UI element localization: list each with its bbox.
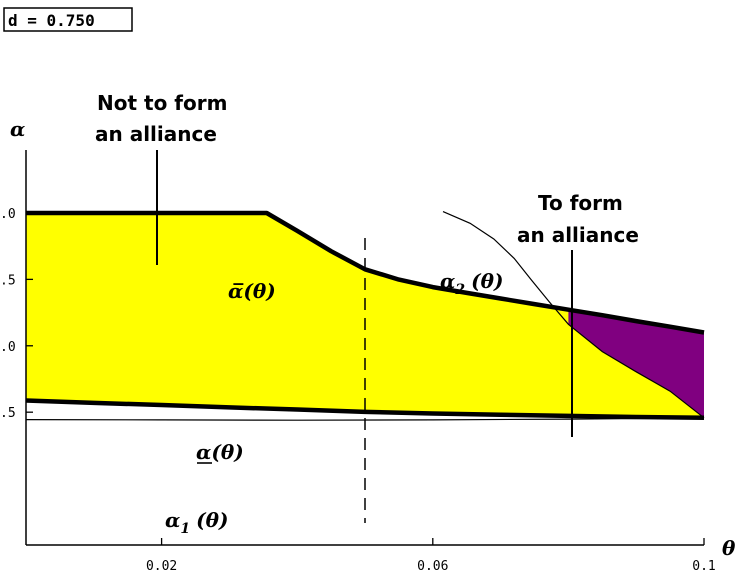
alpha-1-label: α1 (θ) — [165, 508, 228, 537]
y-tick-label: .5 — [0, 406, 16, 421]
alpha-1-curve — [25, 417, 705, 421]
y-tick-label: .0 — [0, 340, 16, 355]
x-axis-label: θ — [722, 536, 736, 560]
alpha-bar-curve — [26, 210, 705, 335]
x-tick-label: 0.06 — [417, 559, 448, 574]
alpha-bar-label: α̅(θ) — [228, 279, 276, 303]
alpha-2-label-arg: (θ) — [471, 269, 503, 293]
x-tick-label: 0.02 — [146, 559, 177, 574]
alpha-under-label: α(θ) — [196, 440, 244, 464]
not-form-annotation-line2: an alliance — [95, 122, 217, 146]
form-annotation-line1: To form — [538, 191, 623, 215]
alpha-2-label-base: α — [440, 269, 455, 293]
not-form-region — [26, 213, 704, 418]
alpha-2-label: α2 (θ) — [440, 269, 503, 298]
alpha-2-label-sub: 2 — [454, 282, 465, 298]
x-tick-label: 0.1 — [692, 559, 715, 574]
param-box — [3, 7, 133, 32]
y-tick-label: .0 — [0, 207, 16, 222]
alpha-1-label-base: α — [165, 508, 180, 532]
param-label: d = 0.750 — [8, 11, 95, 30]
alpha-1-label-sub: 1 — [180, 521, 190, 537]
y-tick-label: .5 — [0, 273, 16, 288]
form-annotation-line2: an alliance — [517, 223, 639, 247]
alpha-under-curve — [25, 398, 705, 421]
alpha-2-curve — [442, 211, 705, 419]
axis-ticks: 0.02 0.06 0.1 .5 .0 .5 .0 — [0, 207, 716, 574]
not-form-annotation-line1: Not to form — [97, 91, 227, 115]
alpha-1-label-arg: (θ) — [196, 508, 228, 532]
y-axis-label: α — [10, 117, 25, 141]
